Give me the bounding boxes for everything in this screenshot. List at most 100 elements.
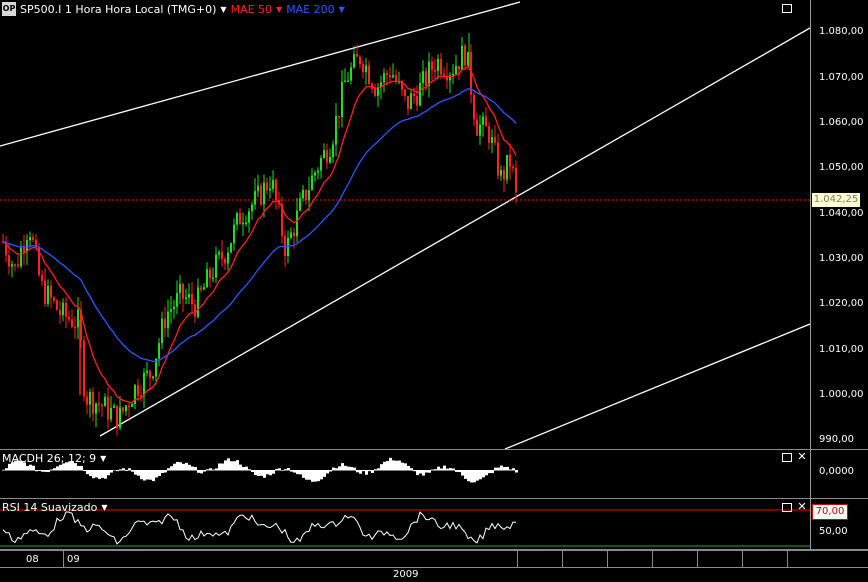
candle-body (47, 285, 49, 304)
candle-body (227, 252, 229, 264)
macd-bar (68, 461, 71, 471)
price-legend: OP SP500.I 1 Hora Hora Local (TMG+0) ▼ M… (2, 2, 345, 16)
lower-trendline (504, 323, 810, 449)
candle-body (245, 222, 247, 225)
candle-body (311, 175, 313, 191)
rsi-label[interactable]: RSI 14 Suavizado (2, 501, 98, 514)
candle-body (167, 311, 169, 329)
time-divider (742, 551, 743, 567)
candle-body (485, 116, 487, 127)
macd-bar (395, 460, 398, 471)
candle-body (359, 56, 361, 65)
ma200-label[interactable]: MAE 200 (286, 2, 335, 16)
macd-bar (266, 470, 269, 475)
candle-body (281, 204, 283, 236)
macd-bar (437, 466, 440, 471)
rsi-axis: 50,00 (810, 499, 868, 550)
candle-body (158, 343, 160, 359)
macd-bar (188, 464, 191, 471)
candle-body (197, 287, 199, 317)
macd-canvas[interactable] (0, 450, 810, 498)
macd-bar (275, 468, 278, 471)
macd-bar (296, 470, 299, 475)
candle-body (290, 232, 292, 238)
macd-bar (458, 470, 461, 473)
macd-bar (302, 470, 305, 478)
chart-logo-icon: OP (2, 2, 16, 16)
close-icon[interactable]: ✕ (797, 450, 807, 463)
candle-body (476, 119, 478, 136)
macd-bar (329, 470, 332, 472)
candle-body (383, 73, 385, 83)
candle-body (344, 80, 346, 83)
macd-bar (278, 468, 281, 471)
rsi-canvas[interactable] (0, 499, 810, 549)
time-axis: 08 09 2009 (0, 550, 868, 582)
candle-body (86, 396, 88, 405)
macd-bar (155, 470, 158, 478)
macd-bar (80, 465, 83, 471)
candle-body (500, 169, 502, 176)
candle-body (164, 318, 166, 329)
macd-panel[interactable]: MACDH 26; 12; 9 ▼ ✕ (0, 450, 810, 499)
candle-body (95, 403, 97, 414)
macd-bar (86, 470, 89, 475)
macd-bar (515, 470, 518, 473)
candle-body (416, 95, 418, 106)
candle-body (134, 385, 136, 404)
candle-body (401, 80, 403, 90)
chevron-down-icon[interactable]: ▼ (100, 454, 107, 463)
time-divider (517, 551, 518, 567)
candle-body (143, 372, 145, 396)
ma50-line (2, 65, 517, 404)
chevron-down-icon[interactable]: ▼ (338, 4, 345, 14)
candle-body (272, 179, 274, 189)
symbol-label[interactable]: SP500.I 1 Hora Hora Local (TMG+0) (20, 2, 217, 16)
ma50-label[interactable]: MAE 50 (230, 2, 273, 16)
candle-body (110, 407, 112, 420)
candle-body (335, 116, 337, 145)
candle-body (35, 239, 37, 248)
candle-body (242, 222, 244, 225)
macd-bar (104, 470, 107, 479)
candle-body (269, 188, 271, 191)
macd-bar (257, 470, 260, 476)
macd-bar (341, 463, 344, 471)
macd-bar (38, 470, 41, 472)
maximize-icon[interactable] (782, 503, 792, 512)
chevron-down-icon[interactable]: ▼ (276, 4, 283, 14)
price-chart-panel[interactable]: OP SP500.I 1 Hora Hora Local (TMG+0) ▼ M… (0, 0, 810, 450)
macd-bar (512, 468, 515, 471)
time-divider (63, 551, 64, 567)
price-chart-canvas[interactable] (0, 0, 810, 449)
macd-label[interactable]: MACDH 26; 12; 9 (2, 452, 97, 465)
candle-body (296, 210, 298, 237)
time-divider (607, 551, 608, 567)
candle-body (473, 94, 475, 120)
maximize-icon[interactable] (782, 4, 792, 13)
macd-bar (467, 470, 470, 482)
macd-bar (245, 466, 248, 471)
candle-body (176, 292, 178, 307)
maximize-icon[interactable] (782, 453, 792, 462)
macd-bar (179, 462, 182, 471)
macd-bar (356, 470, 359, 473)
candle-body (395, 75, 397, 82)
chevron-down-icon[interactable]: ▼ (220, 4, 227, 14)
macd-bar (290, 470, 293, 472)
candle-body (413, 93, 415, 96)
candle-body (17, 264, 19, 267)
macd-bar (50, 469, 53, 471)
close-icon[interactable]: ✕ (797, 500, 807, 513)
candle-body (347, 80, 349, 82)
chevron-down-icon[interactable]: ▼ (101, 503, 108, 512)
macd-bar (359, 470, 362, 474)
y-tick: 1.030,00 (819, 253, 864, 264)
candle-body (173, 306, 175, 310)
macd-bar (194, 467, 197, 471)
rsi-panel[interactable]: RSI 14 Suavizado ▼ ✕ (0, 499, 810, 550)
macd-bar (269, 470, 272, 476)
candle-body (491, 137, 493, 143)
candle-body (11, 264, 13, 267)
candle-body (506, 154, 508, 180)
